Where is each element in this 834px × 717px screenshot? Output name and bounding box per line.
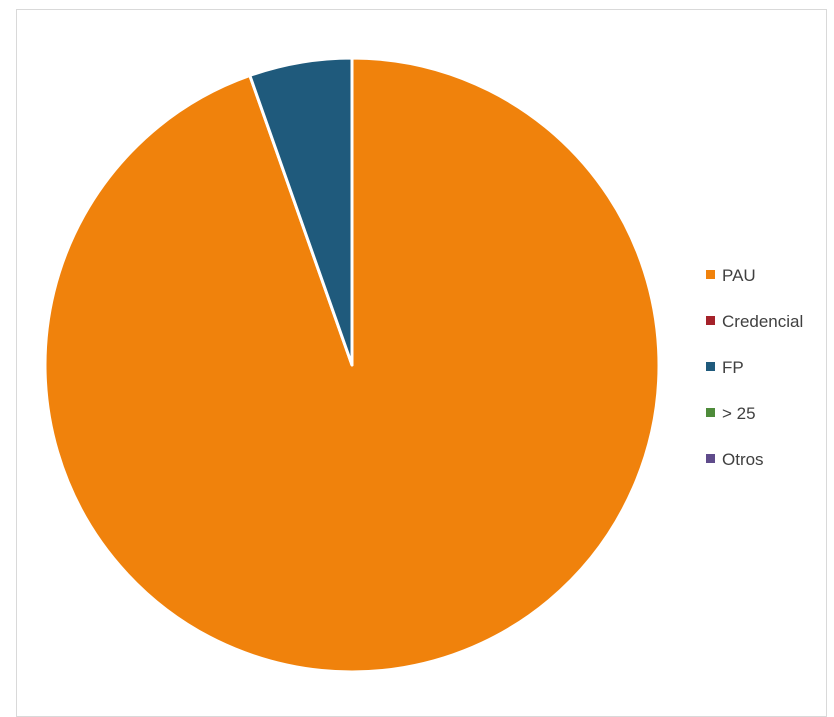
legend-item-otros: Otros: [706, 450, 764, 469]
legend-label-over-25: > 25: [722, 404, 756, 423]
legend-label-credencial: Credencial: [722, 312, 803, 331]
legend-swatch-credencial: [706, 316, 715, 325]
legend-swatch-over-25: [706, 408, 715, 417]
legend-swatch-fp: [706, 362, 715, 371]
pie-slice-fp: [248, 56, 354, 367]
legend-swatch-otros: [706, 454, 715, 463]
legend-swatch-pau: [706, 270, 715, 279]
legend-label-otros: Otros: [722, 450, 764, 469]
legend-label-pau: PAU: [722, 266, 756, 285]
legend-item-over-25: > 25: [706, 404, 756, 423]
legend-label-fp: FP: [722, 358, 744, 377]
legend-item-pau: PAU: [706, 266, 756, 285]
legend-item-credencial: Credencial: [706, 312, 803, 331]
legend: PAU Credencial FP > 25 Otros: [706, 266, 803, 469]
pie-slices: [43, 56, 661, 674]
legend-item-fp: FP: [706, 358, 744, 377]
